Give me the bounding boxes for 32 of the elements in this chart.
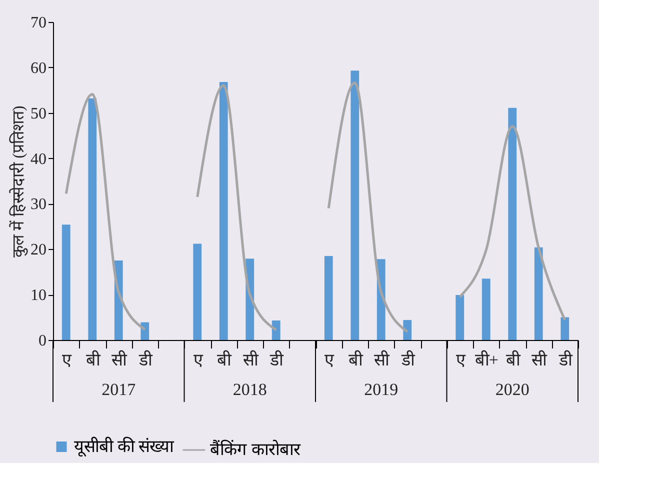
x-tick-label: ए bbox=[456, 350, 466, 370]
x-tick-label: बी+ bbox=[474, 350, 498, 370]
y-tick-label: 40 bbox=[30, 150, 46, 168]
y-tick-label: 60 bbox=[30, 60, 46, 77]
x-tick-label: सी bbox=[532, 350, 548, 370]
y-tick-label: 20 bbox=[30, 242, 46, 259]
y-tick-label: 0 bbox=[38, 332, 46, 350]
y-tick-label: 50 bbox=[30, 105, 46, 122]
x-tick-label: सी bbox=[112, 350, 128, 370]
x-tick-label: ए bbox=[62, 350, 72, 370]
text: 2018 bbox=[232, 380, 267, 399]
y-tick-label: 30 bbox=[30, 196, 46, 214]
x-tick-label: डी bbox=[138, 350, 153, 370]
x-tick-label: बी bbox=[506, 350, 521, 370]
text: 2017 bbox=[102, 380, 136, 399]
x-tick-label: बी bbox=[86, 350, 101, 370]
text: 2020 bbox=[495, 380, 530, 399]
x-tick-label: ए bbox=[193, 350, 204, 370]
x-tick-label: डी bbox=[269, 350, 284, 370]
x-tick-label: सी bbox=[374, 350, 390, 370]
x-tick-label: सी bbox=[242, 350, 259, 370]
x-tick-label: ए bbox=[324, 350, 335, 370]
y-axis-title: कुल में हिस्सेदारी (प्रतिशत) bbox=[8, 106, 28, 258]
y-tick-label: 70 bbox=[30, 14, 46, 32]
y-tick-label: 10 bbox=[30, 287, 46, 304]
text: 2019 bbox=[364, 380, 398, 399]
x-tick-label: बी bbox=[217, 350, 232, 370]
x-tick-label: बी bbox=[348, 350, 364, 370]
x-tick-label: डी bbox=[558, 350, 573, 370]
x-tick-label: डी bbox=[400, 350, 416, 370]
legend-label: बैंकिंग कारोबार bbox=[210, 439, 302, 459]
legend-label: यूसीबी की संख्या bbox=[74, 436, 174, 457]
